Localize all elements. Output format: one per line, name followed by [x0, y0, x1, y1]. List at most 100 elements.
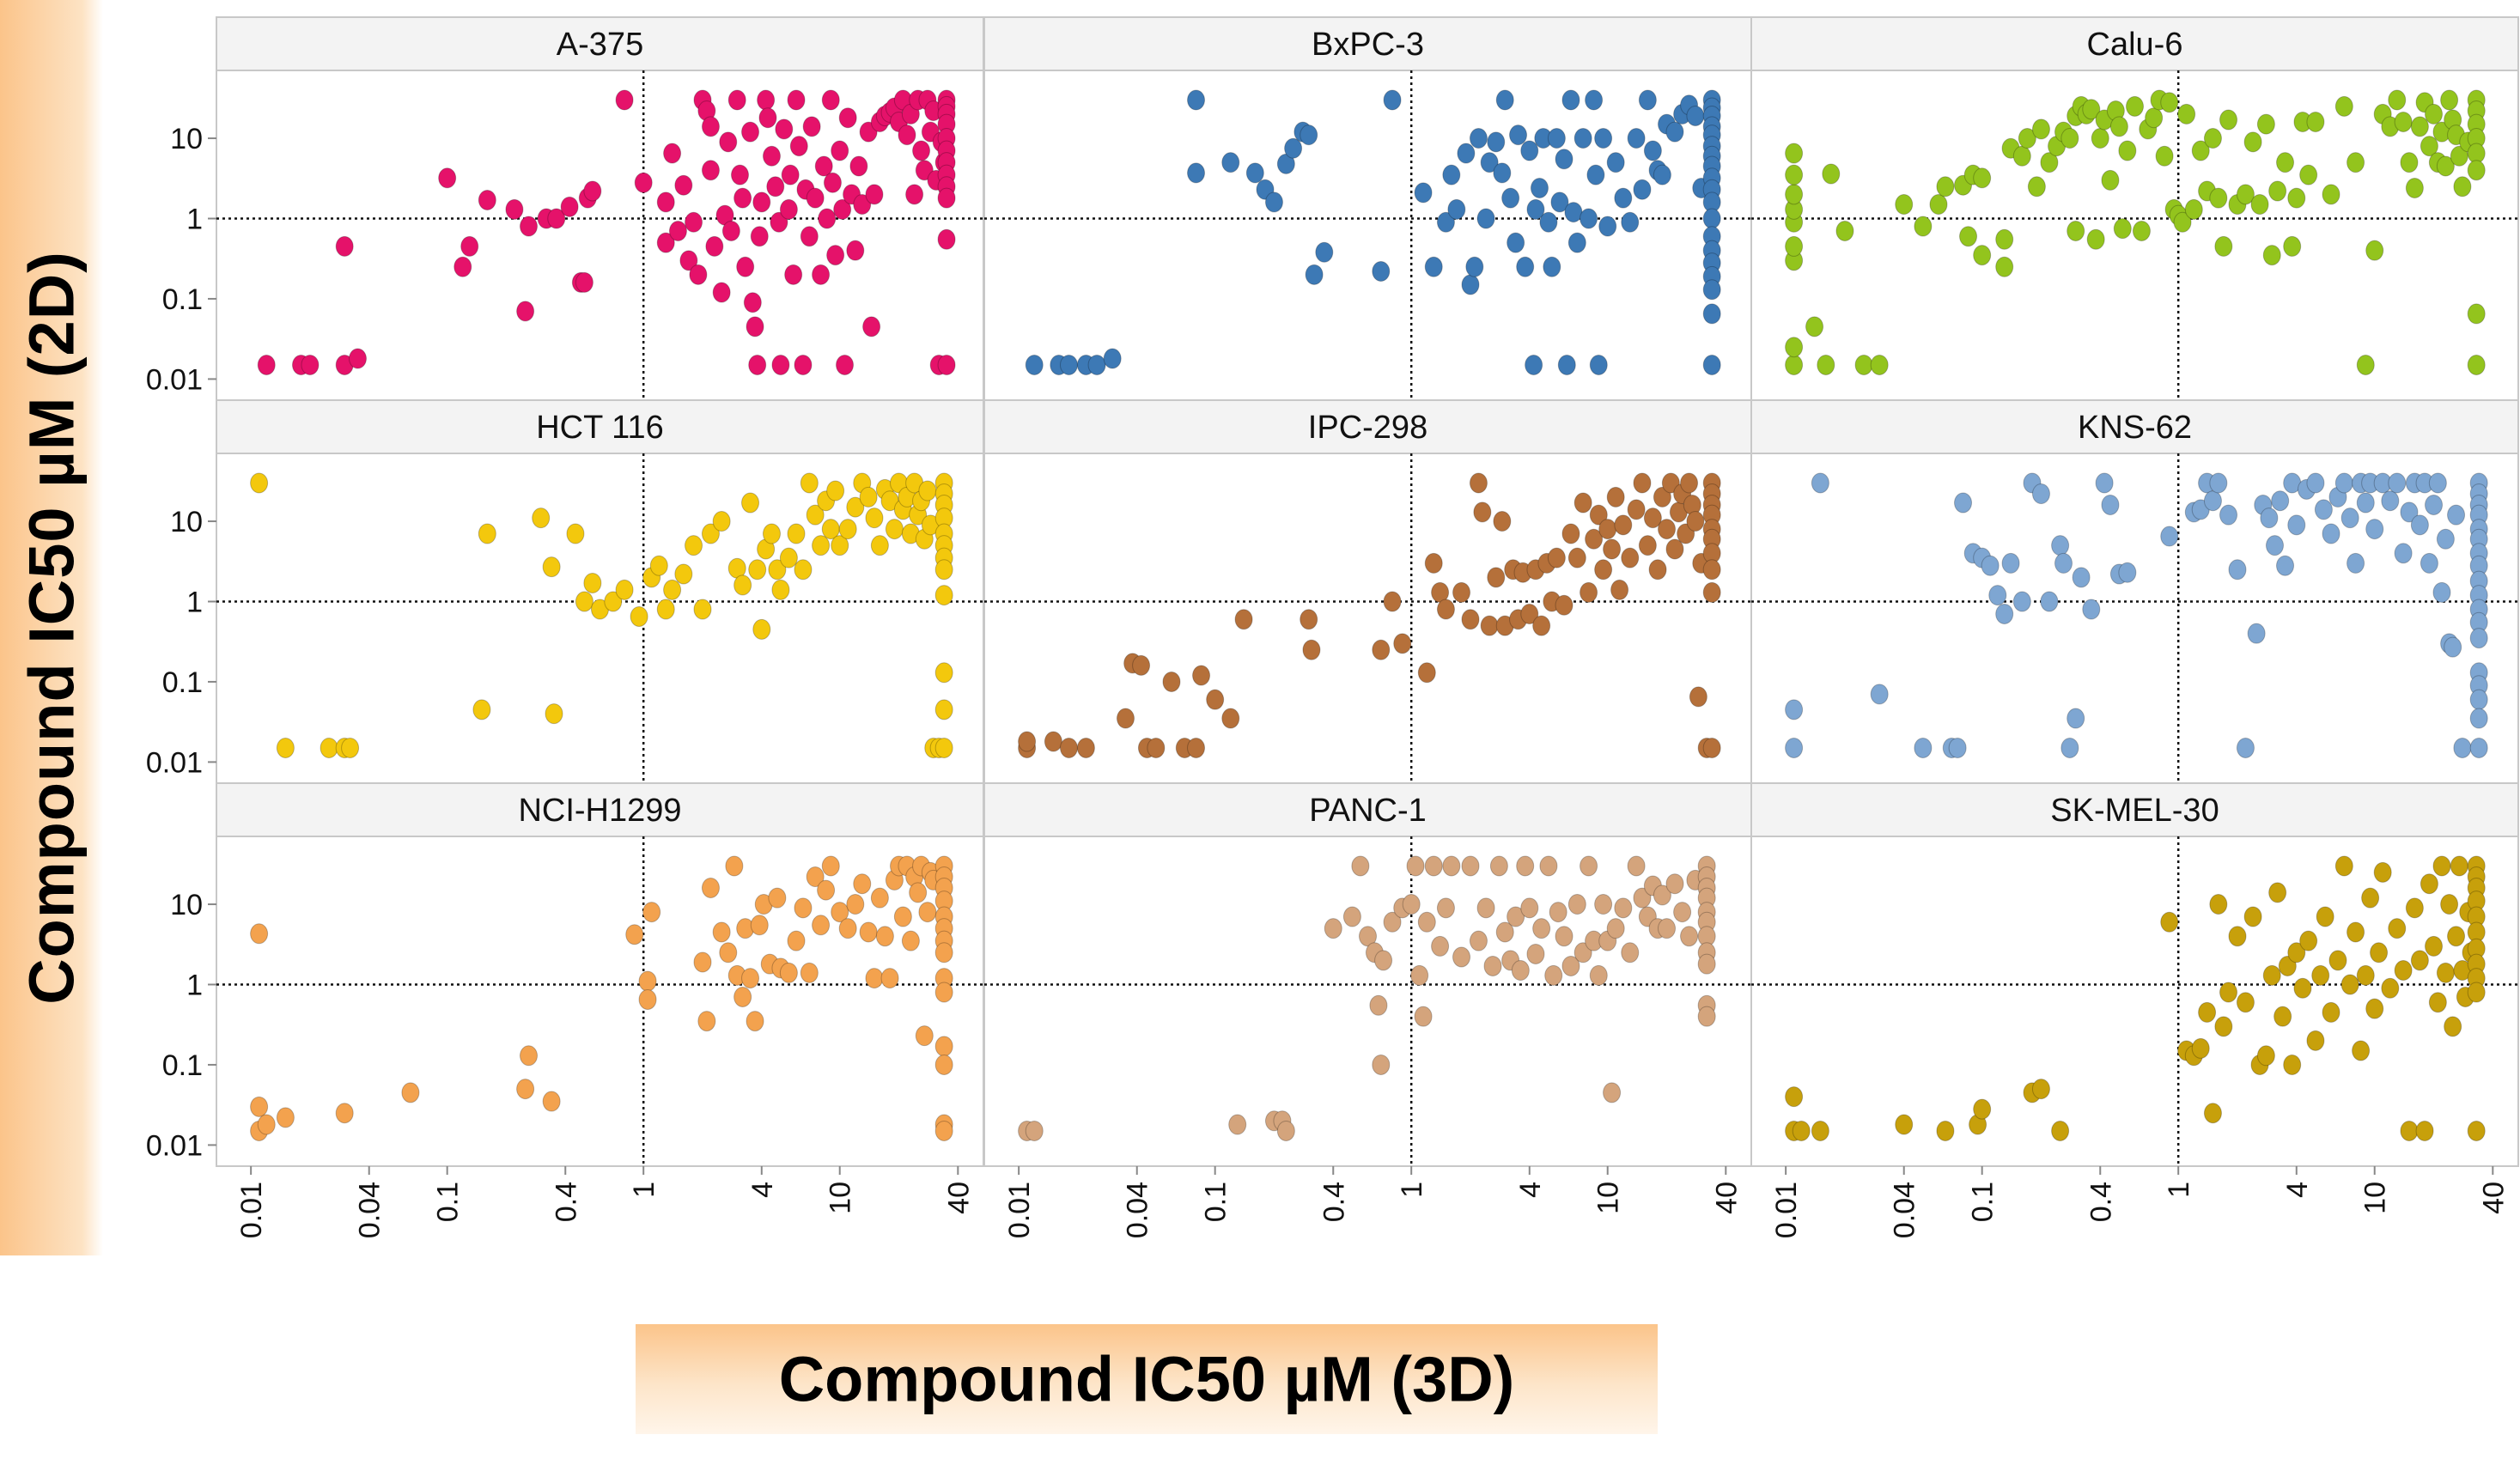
data-point: [2405, 177, 2424, 198]
data-point: [2256, 1045, 2275, 1067]
plot-area: [983, 836, 1752, 1167]
data-point: [880, 490, 899, 512]
panel-title: SK-MEL-30: [2050, 793, 2219, 829]
data-point: [1573, 128, 1592, 149]
data-point: [2145, 107, 2164, 129]
panel-header: [216, 399, 984, 454]
data-point: [2420, 136, 2438, 157]
data-point: [901, 930, 920, 951]
data-point: [712, 921, 731, 943]
data-point: [478, 189, 496, 210]
data-point: [806, 504, 825, 526]
y-tick-label: 1: [186, 203, 203, 235]
data-point: [1633, 472, 1652, 494]
data-point: [1414, 182, 1433, 204]
data-point: [2247, 623, 2266, 644]
data-point: [1580, 581, 1598, 603]
data-point: [542, 556, 561, 578]
data-point: [2109, 116, 2128, 137]
data-point: [1665, 538, 1684, 560]
data-point: [2067, 220, 2085, 241]
data-point: [1476, 208, 1495, 229]
data-point: [2340, 974, 2359, 995]
data-point: [2388, 89, 2407, 111]
data-point: [1495, 921, 1514, 943]
data-point: [1424, 855, 1443, 877]
x-tick-label: 1: [2163, 1182, 2195, 1198]
data-point: [741, 121, 760, 143]
data-point: [1324, 918, 1342, 939]
data-point: [1589, 964, 1608, 986]
data-point: [802, 116, 821, 137]
panel-hct-116: HCT 116 0.01 0.1 1 10: [146, 399, 984, 784]
data-point: [730, 164, 749, 185]
data-point: [1785, 143, 1804, 164]
data-point: [812, 915, 831, 936]
data-point: [1406, 855, 1425, 877]
data-point: [2432, 581, 2451, 603]
y-tick-label: 0.01: [146, 746, 203, 779]
data-point: [1870, 354, 1889, 375]
data-point: [733, 574, 752, 596]
data-point: [2054, 552, 2073, 574]
data-point: [800, 472, 819, 494]
data-point: [2444, 1016, 2462, 1037]
data-point: [1452, 946, 1471, 968]
data-point: [1544, 964, 1563, 986]
data-point: [1702, 303, 1721, 325]
data-point: [1393, 633, 1412, 654]
data-point: [1854, 354, 1873, 375]
data-point: [1436, 897, 1455, 919]
data-point: [2322, 184, 2340, 205]
data-point: [276, 737, 295, 758]
data-point: [1895, 1114, 1914, 1135]
data-point: [794, 897, 813, 919]
data-point: [1606, 918, 1625, 939]
data-point: [2467, 982, 2486, 1003]
data-point: [250, 1096, 269, 1117]
data-point: [912, 140, 931, 161]
data-point: [1383, 591, 1402, 612]
data-point: [2219, 109, 2238, 131]
data-point: [1633, 887, 1652, 909]
x-tick-label: 0.4: [550, 1182, 582, 1222]
data-point: [1383, 89, 1402, 111]
data-point: [733, 187, 752, 209]
data-point: [1702, 737, 1721, 758]
data-point: [1561, 523, 1580, 544]
data-point: [1895, 194, 1914, 216]
data-point: [743, 292, 762, 313]
y-axis-label-box: Compound IC50 µM (2D): [0, 0, 103, 1255]
data-point: [2467, 354, 2486, 375]
data-point: [1610, 579, 1629, 600]
data-point: [905, 184, 924, 205]
data-point: [1702, 559, 1721, 581]
data-point: [2365, 998, 2384, 1019]
data-point: [2394, 543, 2413, 564]
panel-title: BxPC-3: [1312, 27, 1424, 63]
y-tick-label: 0.1: [162, 283, 203, 316]
data-point: [2306, 111, 2325, 132]
data-point: [1302, 639, 1321, 660]
data-point: [862, 316, 881, 337]
data-point: [2031, 1079, 2050, 1100]
data-point: [2410, 950, 2429, 971]
data-point: [1567, 547, 1586, 568]
data-point: [814, 155, 833, 177]
data-point: [1567, 894, 1586, 915]
data-point: [1643, 508, 1662, 529]
data-point: [1495, 89, 1514, 111]
data-point: [1648, 559, 1667, 581]
data-point: [2467, 1120, 2486, 1141]
data-point: [725, 855, 744, 877]
panel-header: [1750, 782, 2519, 837]
data-point: [1469, 472, 1488, 494]
data-point: [818, 208, 837, 229]
x-tick-label: 0.04: [1122, 1182, 1154, 1238]
plot-area: [983, 70, 1752, 401]
data-point: [1483, 955, 1502, 976]
data-point: [1132, 654, 1151, 676]
data-point: [719, 942, 738, 963]
data-point: [2400, 152, 2419, 173]
data-point: [2347, 552, 2365, 574]
